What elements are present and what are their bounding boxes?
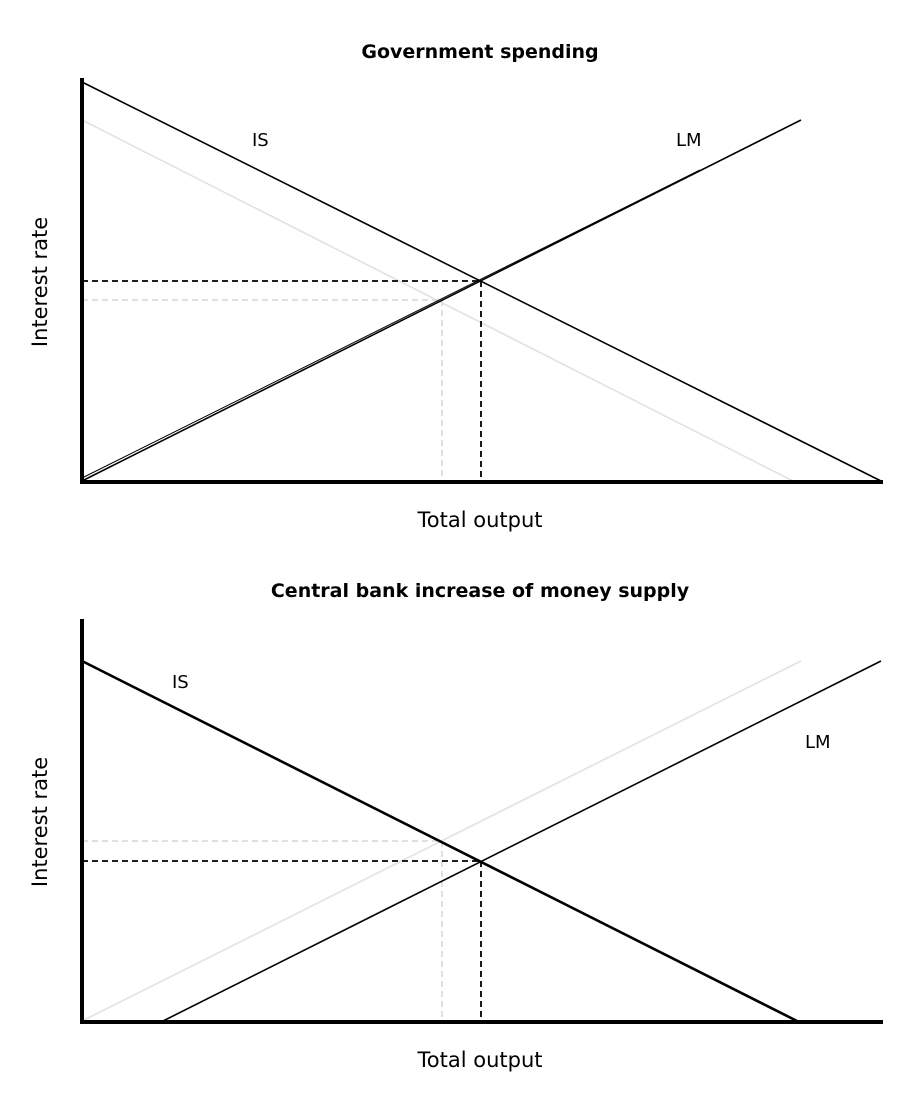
panel-1-lm-label: LM: [676, 130, 702, 151]
panel-2-y-axis-label: Interest rate: [28, 757, 52, 887]
panel-1-y-axis-label: Interest rate: [28, 217, 52, 347]
panel-1-x-axis-label: Total output: [417, 508, 543, 532]
panel-1-title: Government spending: [361, 41, 598, 63]
panel-2-x-axis-label: Total output: [417, 1048, 543, 1072]
panel-2-lm-label: LM: [805, 732, 831, 753]
panel-government-spending: Government spending IS LM Total output I…: [28, 41, 881, 532]
panel-2-lm-curve: [163, 661, 881, 1021]
panel-1-is-label: IS: [252, 130, 269, 151]
panel-2-title: Central bank increase of money supply: [271, 580, 690, 602]
panel-2-is-label: IS: [172, 672, 189, 693]
panel-1-lm-curve-double-stroke: [82, 170, 700, 478]
panel-money-supply: Central bank increase of money supply IS…: [28, 580, 881, 1072]
